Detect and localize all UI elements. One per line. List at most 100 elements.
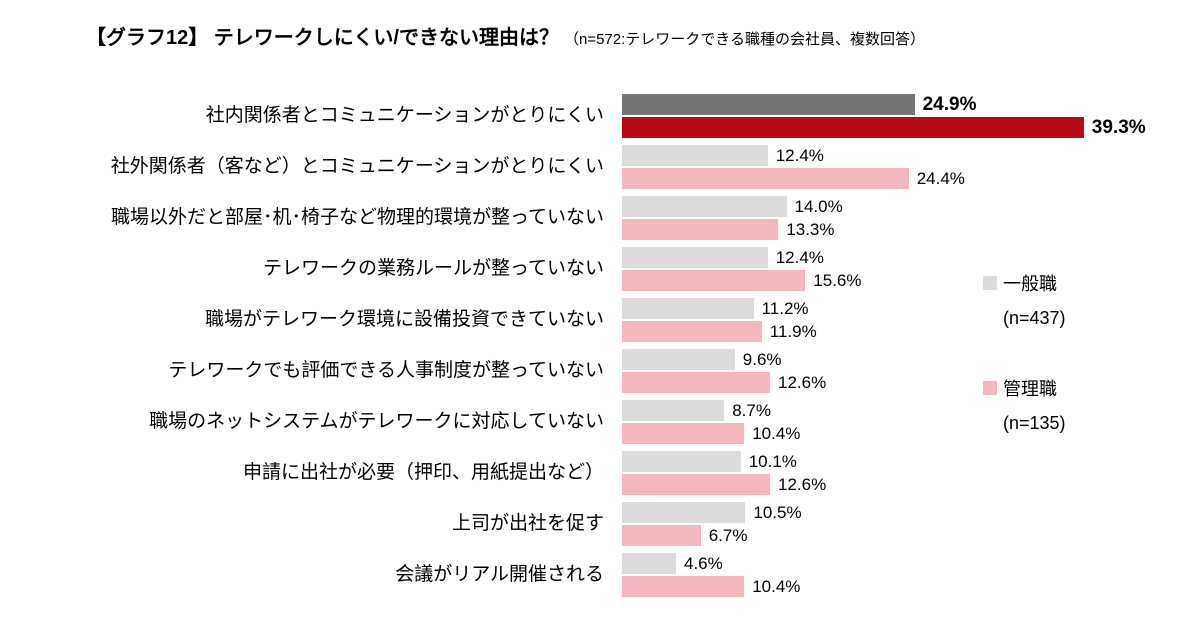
bar-series1: [622, 298, 754, 319]
category-label: 職場のネットシステムがテレワークに対応していない: [149, 411, 604, 433]
chart-row: 上司が出社を促す 10.5% 6.7%: [0, 502, 1146, 546]
bar-row: 11.2%: [622, 298, 817, 319]
category-label: テレワークでも評価できる人事制度が整っていない: [168, 360, 604, 382]
bar-group: 14.0% 13.3%: [622, 196, 843, 240]
legend-n-manager: (n=135): [1003, 413, 1066, 433]
bar-value-label: 15.6%: [813, 270, 862, 290]
legend: 一般職 (n=437) 管理職 (n=135): [983, 270, 1066, 434]
bar-series2: [622, 372, 770, 393]
bar-series2: [622, 270, 806, 291]
bar-group: 9.6% 12.6%: [622, 349, 826, 393]
bar-chart: 社内関係者とコミュニケーションがとりにくい 24.9% 39.3% 社外関係者（客など…: [0, 94, 1146, 604]
bar-series1: [622, 94, 915, 115]
bar-series2: [622, 117, 1084, 138]
bar-series2: [622, 168, 909, 189]
bar-row: 8.7%: [622, 400, 800, 421]
category-label: 上司が出社を促す: [451, 513, 604, 535]
bar-row: 6.7%: [622, 525, 802, 546]
bar-series1: [622, 553, 676, 574]
chart-row: テレワークでも評価できる人事制度が整っていない 9.6% 12.6%: [0, 349, 1146, 393]
bar-value-label: 12.6%: [778, 372, 827, 392]
bar-value-label: 9.6%: [742, 349, 782, 369]
bar-series2: [622, 321, 762, 342]
bar-row: 10.1%: [622, 451, 826, 472]
bar-row: 10.4%: [622, 423, 800, 444]
chart-row: 申請に出社が必要（押印、用紙提出など） 10.1% 12.6%: [0, 451, 1146, 495]
bar-value-label: 8.7%: [732, 400, 771, 420]
category-label: 職場以外だと部屋･机･椅子など物理的環境が整っていない: [110, 207, 604, 229]
bar-value-label: 10.5%: [753, 502, 802, 522]
bar-value-label: 12.4%: [775, 145, 824, 165]
chart-title-main: 【グラフ12】 テレワークしにくい/できない理由は？: [86, 27, 559, 49]
chart-row: 会議がリアル開催される 4.6% 10.4%: [0, 553, 1146, 597]
bar-value-label: 11.9%: [769, 321, 817, 341]
legend-row-manager: 管理職: [983, 375, 1066, 401]
bar-value-label: 14.0%: [794, 196, 843, 216]
category-label: 会議がリアル開催される: [395, 564, 604, 586]
bar-row: 12.6%: [622, 372, 826, 393]
bar-value-label: 24.9%: [922, 93, 977, 115]
bar-value-label: 10.4%: [752, 423, 801, 443]
bar-row: 39.3%: [622, 117, 1146, 138]
bar-row: 12.6%: [622, 474, 826, 495]
bar-series2: [622, 474, 770, 495]
legend-swatch-general-icon: [983, 276, 997, 290]
bar-series1: [622, 502, 746, 523]
bar-row: 24.9%: [622, 94, 1146, 115]
chart-row: 職場がテレワーク環境に設備投資できていない 11.2% 11.9%: [0, 298, 1146, 342]
bar-series1: [622, 145, 768, 166]
bar-value-label: 10.1%: [748, 451, 797, 471]
bar-value-label: 12.4%: [775, 247, 824, 267]
bar-group: 11.2% 11.9%: [622, 298, 817, 342]
bar-series2: [622, 423, 745, 444]
bar-group: 24.9% 39.3%: [622, 94, 1146, 138]
bar-value-label: 12.6%: [778, 474, 827, 494]
category-label: 職場がテレワーク環境に設備投資できていない: [204, 309, 604, 331]
bar-group: 12.4% 15.6%: [622, 247, 862, 291]
bar-series2: [622, 576, 745, 597]
chart-title-sub: （n=572:テレワークできる職種の会社員、複数回答）: [563, 31, 925, 48]
bar-series1: [622, 349, 735, 370]
legend-n-general: (n=437): [1003, 308, 1066, 328]
category-label: 申請に出社が必要（押印、用紙提出など）: [242, 462, 604, 484]
category-label: 社内関係者とコミュニケーションがとりにくい: [205, 105, 604, 127]
bar-row: 10.4%: [622, 576, 800, 597]
bar-group: 8.7% 10.4%: [622, 400, 800, 444]
bar-series1: [622, 400, 725, 421]
bar-row: 11.9%: [622, 321, 817, 342]
bar-value-label: 11.2%: [761, 298, 809, 318]
bar-row: 15.6%: [622, 270, 862, 291]
category-label: テレワークの業務ルールが整っていない: [262, 258, 604, 280]
bar-series2: [622, 525, 701, 546]
bar-row: 12.4%: [622, 247, 862, 268]
bar-row: 14.0%: [622, 196, 843, 217]
chart-row: 職場以外だと部屋･机･椅子など物理的環境が整っていない 14.0% 13.3%: [0, 196, 1146, 240]
bar-value-label: 4.6%: [684, 553, 723, 573]
legend-label-manager: 管理職: [1003, 379, 1057, 399]
chart-row: テレワークの業務ルールが整っていない 12.4% 15.6%: [0, 247, 1146, 291]
bar-group: 10.5% 6.7%: [622, 502, 802, 546]
bar-series1: [622, 196, 787, 217]
bar-row: 10.5%: [622, 502, 802, 523]
legend-entry-manager: 管理職 (n=135): [983, 375, 1066, 434]
bar-value-label: 13.3%: [786, 219, 835, 239]
category-label: 社外関係者（客など）とコミュニケーションがとりにくい: [110, 156, 604, 178]
bar-row: 4.6%: [622, 553, 800, 574]
bar-series2: [622, 219, 779, 240]
bar-series1: [622, 451, 741, 472]
legend-entry-general: 一般職 (n=437): [983, 270, 1066, 329]
chart-title: 【グラフ12】 テレワークしにくい/できない理由は？ （n=572:テレワークでき…: [86, 21, 925, 50]
bar-series1: [622, 247, 768, 268]
bar-row: 9.6%: [622, 349, 826, 370]
bar-value-label: 24.4%: [916, 168, 965, 188]
legend-swatch-manager-icon: [983, 381, 997, 395]
bar-row: 24.4%: [622, 168, 965, 189]
bar-group: 4.6% 10.4%: [622, 553, 800, 597]
chart-row: 職場のネットシステムがテレワークに対応していない 8.7% 10.4%: [0, 400, 1146, 444]
bar-row: 12.4%: [622, 145, 965, 166]
bar-row: 13.3%: [622, 219, 843, 240]
bar-group: 10.1% 12.6%: [622, 451, 826, 495]
chart-row: 社内関係者とコミュニケーションがとりにくい 24.9% 39.3%: [0, 94, 1146, 138]
chart-row: 社外関係者（客など）とコミュニケーションがとりにくい 12.4% 24.4%: [0, 145, 1146, 189]
